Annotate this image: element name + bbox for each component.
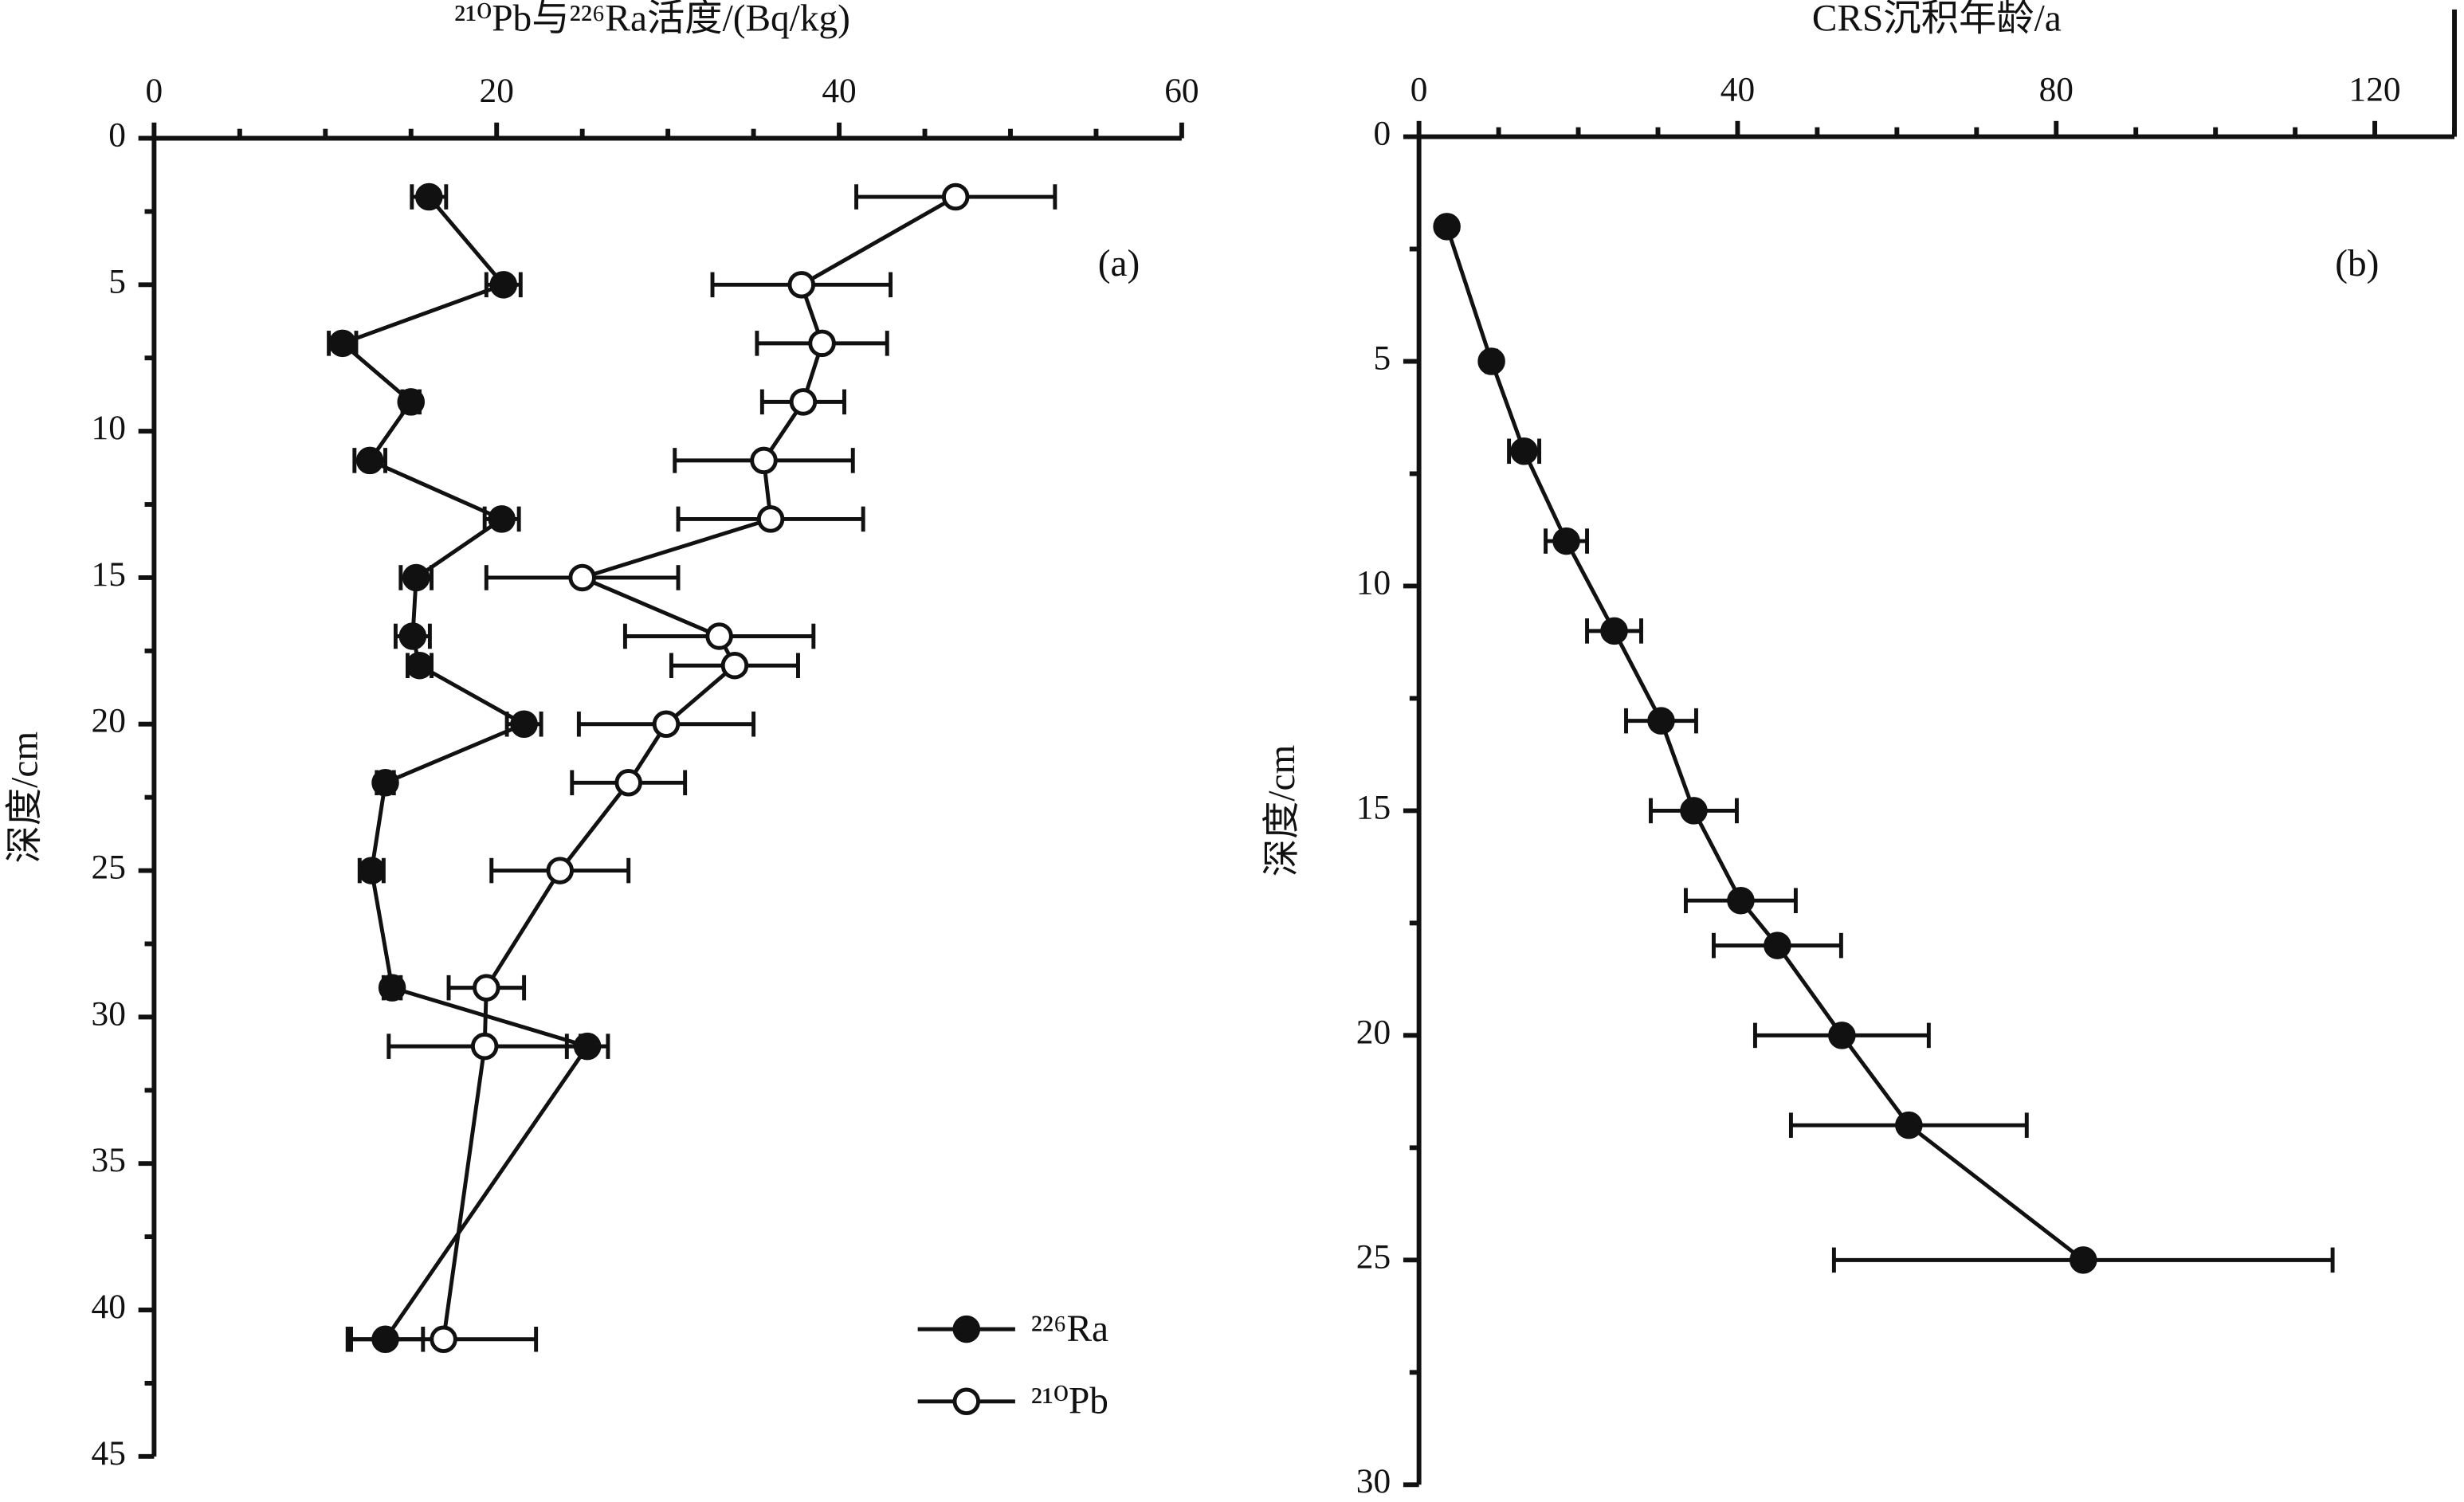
y-tick-label: 30 (92, 994, 126, 1033)
data-point (546, 857, 574, 884)
data-point (328, 329, 357, 358)
data-point (355, 446, 384, 475)
y-axis-title: 深度/cm (1261, 744, 1303, 876)
data-point (614, 769, 642, 797)
data-point (1895, 1111, 1923, 1139)
data-point (510, 710, 538, 739)
data-point (489, 271, 518, 299)
data-point (1433, 213, 1461, 241)
data-point (652, 710, 681, 739)
data-point (720, 651, 749, 680)
data-point (756, 505, 785, 533)
y-tick-label: 45 (92, 1434, 126, 1473)
series-line (441, 194, 957, 1340)
data-point (789, 388, 818, 416)
y-tick-label: 20 (1356, 1013, 1391, 1051)
y-tick-label: 25 (92, 849, 126, 887)
x-tick-label: 40 (822, 72, 856, 110)
data-point (1477, 347, 1505, 375)
data-point (1552, 527, 1580, 555)
x-tick-label: 20 (480, 72, 514, 110)
x-tick-label: 60 (1164, 72, 1199, 110)
data-point (941, 182, 970, 211)
y-tick-label: 10 (92, 409, 126, 447)
data-point (397, 388, 426, 416)
data-point (378, 974, 406, 1002)
data-point (1727, 886, 1755, 915)
legend-label: ²²⁶Ra (1031, 1308, 1108, 1350)
data-point (787, 271, 816, 299)
y-tick-label: 40 (92, 1288, 126, 1326)
data-point (415, 182, 443, 211)
data-point (750, 446, 778, 475)
data-point (1647, 707, 1675, 735)
data-point (1600, 617, 1628, 645)
x-tick-label: 0 (146, 72, 163, 110)
y-tick-label: 0 (108, 116, 126, 154)
data-point (2069, 1246, 2097, 1274)
data-point (402, 563, 430, 592)
data-point (568, 563, 596, 592)
data-point (470, 1032, 499, 1061)
y-tick-label: 25 (1356, 1237, 1391, 1276)
panel-label: (a) (1098, 243, 1140, 284)
y-tick-label: 5 (108, 262, 126, 300)
data-point (1510, 437, 1538, 465)
y-tick-label: 5 (1373, 339, 1391, 377)
data-point (705, 622, 733, 650)
data-point (473, 974, 500, 1002)
x-tick-label: 120 (2349, 70, 2401, 108)
legend-marker (952, 1315, 981, 1343)
data-point (430, 1325, 457, 1354)
x-tick-label: 40 (1720, 70, 1755, 108)
y-tick-label: 0 (1373, 114, 1391, 152)
data-point (1680, 797, 1708, 825)
x-axis-title: ²¹⁰Pb与²²⁶Ra活度/(Bq/kg) (454, 0, 850, 39)
y-tick-label: 15 (1356, 788, 1391, 826)
data-point (1764, 931, 1791, 959)
data-point (398, 622, 427, 650)
y-tick-label: 20 (92, 702, 126, 740)
x-axis-title: CRS沉积年龄/a (1812, 0, 2062, 39)
x-tick-label: 80 (2039, 70, 2074, 108)
y-tick-label: 35 (92, 1141, 126, 1179)
data-point (488, 505, 516, 533)
y-axis-title: 深度/cm (4, 731, 45, 864)
y-tick-label: 15 (92, 555, 126, 594)
series-line (1445, 225, 2085, 1262)
data-point (808, 329, 836, 358)
x-tick-label: 0 (1411, 70, 1428, 108)
series-line (338, 195, 591, 1341)
data-point (371, 769, 399, 797)
data-point (406, 651, 434, 680)
legend-label: ²¹⁰Pb (1031, 1381, 1108, 1422)
panel-label: (b) (2335, 243, 2379, 284)
y-tick-label: 30 (1356, 1462, 1391, 1500)
data-point (1828, 1022, 1856, 1049)
data-point (358, 857, 386, 884)
y-tick-label: 10 (1356, 563, 1391, 602)
legend-marker (952, 1387, 981, 1416)
